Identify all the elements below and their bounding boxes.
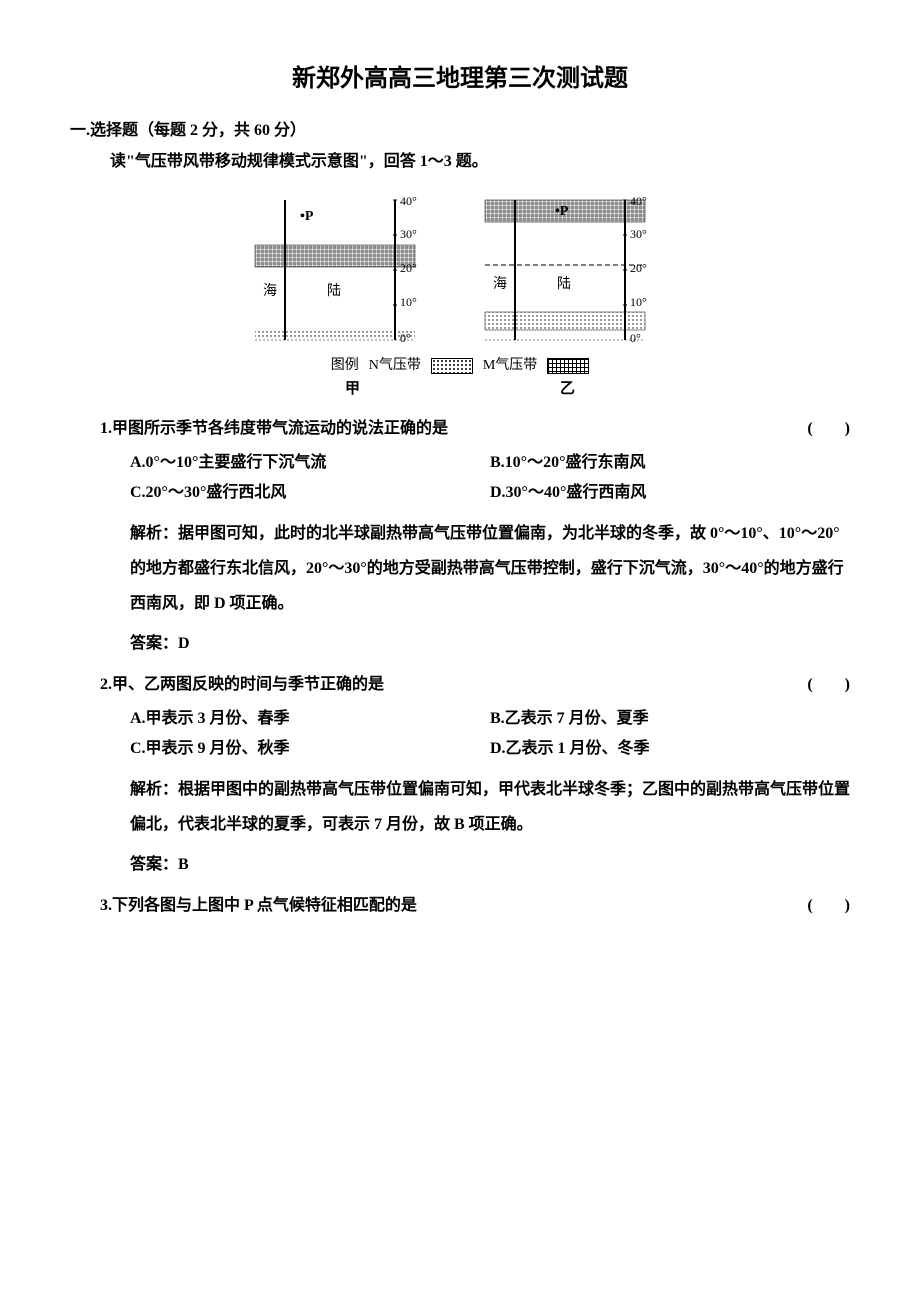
figure-container: •P 海 陆 40° 30° 20° 10° 0° (70, 190, 850, 401)
svg-text:30°: 30° (400, 227, 417, 241)
point-p-a: •P (300, 209, 314, 224)
svg-text:10°: 10° (400, 295, 417, 309)
q1-stem-row: 1.甲图所示季节各纬度带气流运动的说法正确的是 ( ) (100, 416, 850, 442)
legend-n-swatch (431, 358, 473, 374)
q1-opt-d: D.30°～40°盛行西南风 (490, 480, 850, 506)
legend-row: 图例 N气压带 M气压带 (331, 355, 590, 377)
diagrams-row: •P 海 陆 40° 30° 20° 10° 0° (245, 190, 675, 350)
svg-text:20°: 20° (630, 261, 647, 275)
instruction: 读"气压带风带移动规律模式示意图"，回答 1～3 题。 (110, 149, 850, 175)
svg-text:30°: 30° (630, 227, 647, 241)
legend-m-label: M气压带 (483, 355, 537, 377)
q2-answer: 答案：B (130, 852, 850, 878)
question-3: 3.下列各图与上图中 P 点气候特征相匹配的是 ( ) (100, 893, 850, 919)
svg-text:20°: 20° (400, 261, 417, 275)
legend-n-label: N气压带 (369, 355, 421, 377)
svg-text:0°: 0° (630, 331, 641, 345)
diagram-jia: •P 海 陆 40° 30° 20° 10° 0° (245, 190, 445, 350)
sea-label-b: 海 (493, 276, 507, 292)
q1-answer: 答案：D (130, 631, 850, 657)
q1-opt-a: A.0°～10°主要盛行下沉气流 (130, 450, 490, 476)
q1-stem: 1.甲图所示季节各纬度带气流运动的说法正确的是 (100, 416, 448, 442)
q2-opt-d: D.乙表示 1 月份、冬季 (490, 736, 850, 762)
q1-options: A.0°～10°主要盛行下沉气流 B.10°～20°盛行东南风 C.20°～30… (130, 450, 850, 506)
q2-opt-c: C.甲表示 9 月份、秋季 (130, 736, 490, 762)
caption-row: 甲 乙 (345, 377, 575, 401)
q2-opt-a: A.甲表示 3 月份、春季 (130, 706, 490, 732)
q1-opt-c: C.20°～30°盛行西北风 (130, 480, 490, 506)
legend-m-swatch (547, 358, 589, 374)
svg-text:0°: 0° (400, 331, 411, 345)
caption-b: 乙 (560, 377, 575, 401)
q2-stem-row: 2.甲、乙两图反映的时间与季节正确的是 ( ) (100, 672, 850, 698)
svg-text:40°: 40° (400, 194, 417, 208)
question-2: 2.甲、乙两图反映的时间与季节正确的是 ( ) A.甲表示 3 月份、春季 B.… (100, 672, 850, 878)
svg-text:40°: 40° (630, 194, 647, 208)
page-title: 新郑外高高三地理第三次测试题 (70, 60, 850, 98)
q2-paren: ( ) (807, 672, 850, 698)
q2-explanation: 解析：根据甲图中的副热带高气压带位置偏南可知，甲代表北半球冬季；乙图中的副热带高… (130, 772, 850, 842)
q1-explanation: 解析：据甲图可知，此时的北半球副热带高气压带位置偏南，为北半球的冬季，故 0°～… (130, 516, 850, 622)
q3-stem-row: 3.下列各图与上图中 P 点气候特征相匹配的是 ( ) (100, 893, 850, 919)
svg-text:10°: 10° (630, 295, 647, 309)
q1-opt-b: B.10°～20°盛行东南风 (490, 450, 850, 476)
caption-a: 甲 (345, 377, 360, 401)
q2-options: A.甲表示 3 月份、春季 B.乙表示 7 月份、夏季 C.甲表示 9 月份、秋… (130, 706, 850, 762)
q2-opt-b: B.乙表示 7 月份、夏季 (490, 706, 850, 732)
q3-stem: 3.下列各图与上图中 P 点气候特征相匹配的是 (100, 893, 417, 919)
land-label-b: 陆 (557, 276, 571, 292)
land-label-a: 陆 (327, 283, 341, 299)
legend-label: 图例 (331, 355, 359, 377)
point-p-b: •P (555, 204, 569, 219)
question-1: 1.甲图所示季节各纬度带气流运动的说法正确的是 ( ) A.0°～10°主要盛行… (100, 416, 850, 657)
q2-stem: 2.甲、乙两图反映的时间与季节正确的是 (100, 672, 384, 698)
sea-label-a: 海 (263, 283, 277, 299)
q3-paren: ( ) (807, 893, 850, 919)
q1-paren: ( ) (807, 416, 850, 442)
diagram-yi: •P 海 陆 40° 30° 20° 10° 0° (475, 190, 675, 350)
section-header: 一.选择题（每题 2 分，共 60 分） (70, 118, 850, 144)
